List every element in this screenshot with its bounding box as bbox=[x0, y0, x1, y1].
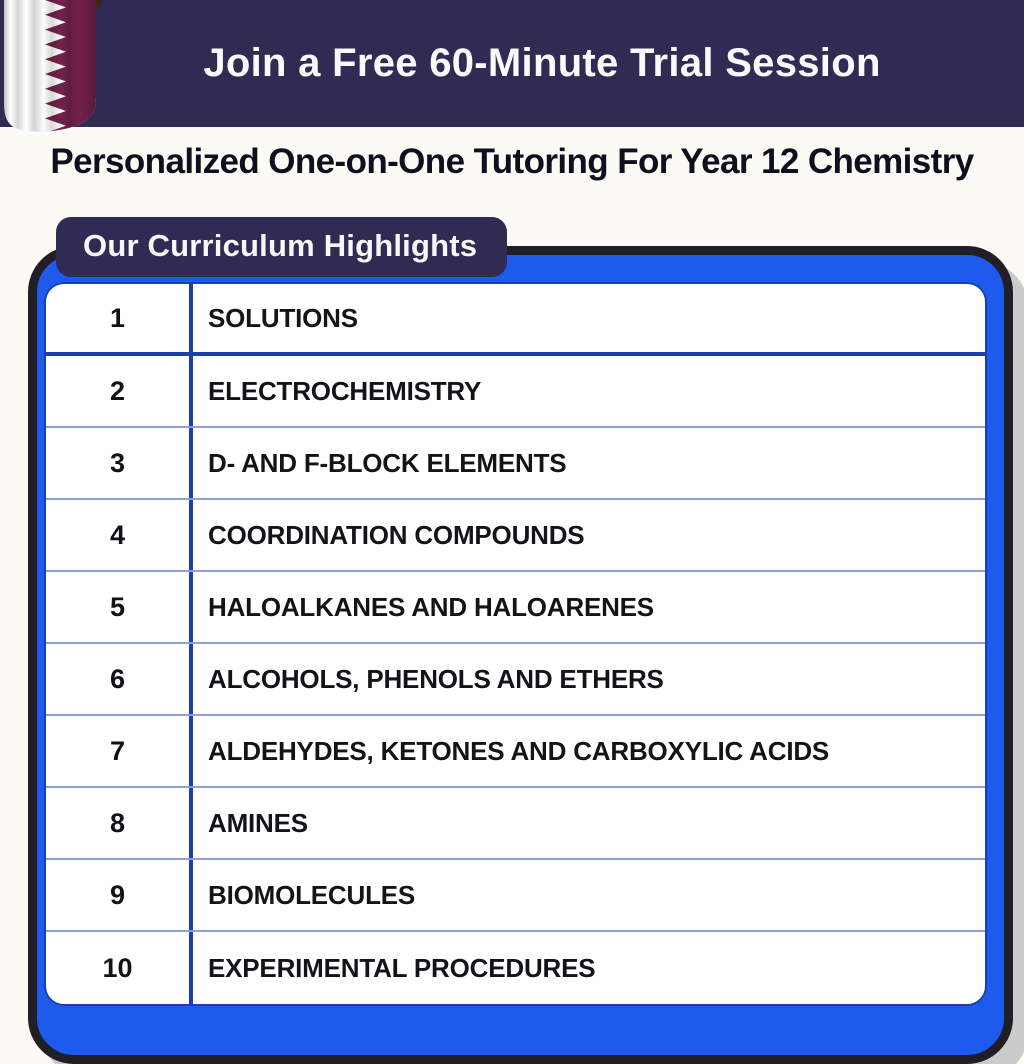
row-label: EXPERIMENTAL PROCEDURES bbox=[208, 952, 596, 983]
table-row: 8 AMINES bbox=[46, 788, 985, 860]
table-row: 7 ALDEHYDES, KETONES AND CARBOXYLIC ACID… bbox=[46, 716, 985, 788]
table-row: 1 SOLUTIONS bbox=[46, 284, 985, 356]
table-row: 9 BIOMOLECULES bbox=[46, 860, 985, 932]
table-row: 2 ELECTROCHEMISTRY bbox=[46, 356, 985, 428]
subtitle: Personalized One-on-One Tutoring For Yea… bbox=[50, 142, 974, 181]
row-label: ELECTROCHEMISTRY bbox=[208, 375, 482, 406]
row-number: 9 bbox=[46, 860, 193, 930]
qatar-flag-svg bbox=[4, 0, 101, 132]
row-number: 5 bbox=[46, 572, 193, 642]
row-label: ALCOHOLS, PHENOLS AND ETHERS bbox=[208, 663, 664, 694]
row-label: AMINES bbox=[208, 807, 308, 838]
row-number: 3 bbox=[46, 428, 193, 498]
table-row: 5 HALOALKANES AND HALOARENES bbox=[46, 572, 985, 644]
row-number: 4 bbox=[46, 500, 193, 570]
qatar-flag-icon bbox=[4, 0, 101, 133]
row-number: 1 bbox=[46, 284, 193, 352]
table-row: 6 ALCOHOLS, PHENOLS AND ETHERS bbox=[46, 644, 985, 716]
row-label: ALDEHYDES, KETONES AND CARBOXYLIC ACIDS bbox=[208, 735, 830, 766]
page-title: Join a Free 60-Minute Trial Session bbox=[203, 41, 881, 85]
row-label: HALOALKANES AND HALOARENES bbox=[208, 591, 654, 622]
row-number: 6 bbox=[46, 644, 193, 714]
curriculum-table-rows: 1 SOLUTIONS 2 ELECTROCHEMISTRY 3 D- AND … bbox=[44, 282, 987, 1006]
table-row: 10 EXPERIMENTAL PROCEDURES bbox=[46, 932, 985, 1004]
curriculum-badge: Our Curriculum Highlights bbox=[56, 217, 508, 277]
row-number: 8 bbox=[46, 788, 193, 858]
header-banner: Join a Free 60-Minute Trial Session bbox=[0, 0, 1024, 127]
row-label: BIOMOLECULES bbox=[208, 879, 416, 910]
row-number: 7 bbox=[46, 716, 193, 786]
table-row: 3 D- AND F-BLOCK ELEMENTS bbox=[46, 428, 985, 500]
row-label: COORDINATION COMPOUNDS bbox=[208, 519, 585, 550]
row-label: D- AND F-BLOCK ELEMENTS bbox=[208, 447, 567, 478]
row-number: 10 bbox=[46, 932, 193, 1004]
table-row: 4 COORDINATION COMPOUNDS bbox=[46, 500, 985, 572]
row-label: SOLUTIONS bbox=[208, 302, 358, 333]
curriculum-panel: 1 SOLUTIONS 2 ELECTROCHEMISTRY 3 D- AND … bbox=[28, 246, 1013, 1064]
row-number: 2 bbox=[46, 356, 193, 426]
